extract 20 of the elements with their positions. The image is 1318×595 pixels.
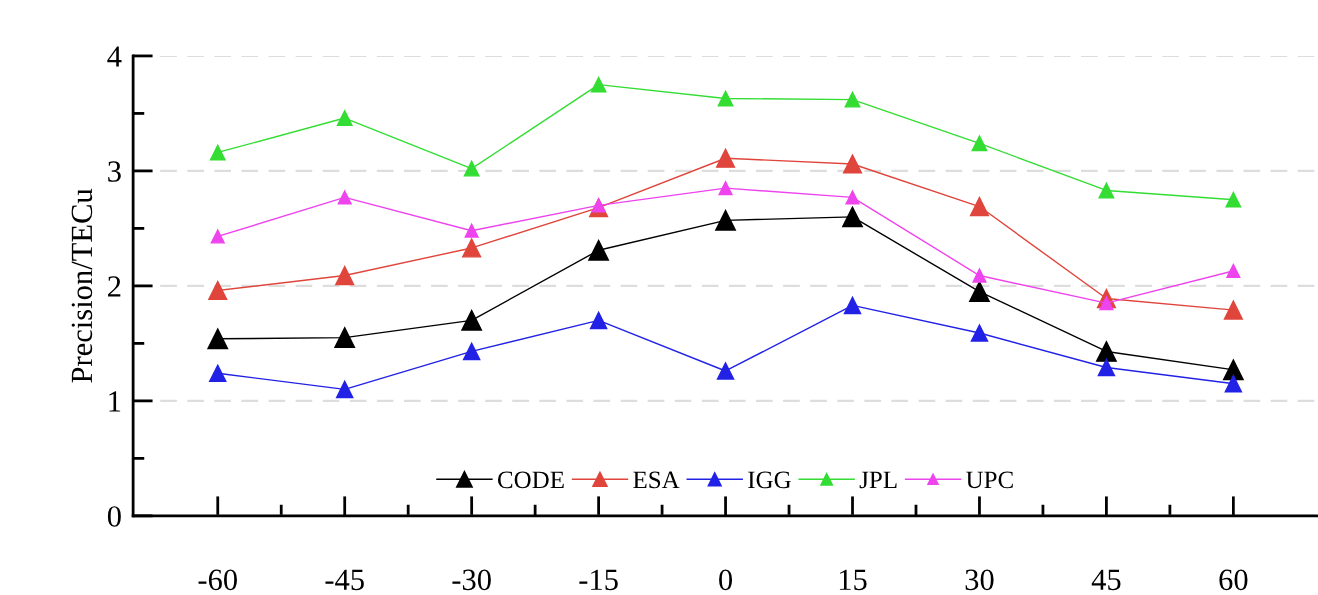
x-tick-label: 15 [839,569,867,591]
legend-label: ESA [633,471,680,489]
x-tick-label: -30 [452,569,491,591]
x-tick-label: -60 [198,569,237,591]
legend-label: UPC [966,471,1013,489]
legend-label: CODE [497,471,564,489]
x-tick-label: 30 [965,569,994,591]
y-tick-label: 0 [107,506,121,527]
x-tick-label: -45 [325,569,364,591]
y-axis-title: Precision/TECu [71,188,93,383]
x-tick-label: -15 [579,569,618,591]
x-tick-label: 60 [1219,569,1248,591]
x-tick-label: 45 [1091,569,1121,591]
legend-label: JPL [859,471,897,489]
y-tick-label: 3 [108,161,121,182]
y-tick-label: 1 [109,391,121,412]
y-tick-label: 2 [108,276,121,297]
y-tick-label: 4 [107,46,122,67]
x-tick-label: 0 [719,569,733,591]
legend-label: IGG [748,471,791,489]
